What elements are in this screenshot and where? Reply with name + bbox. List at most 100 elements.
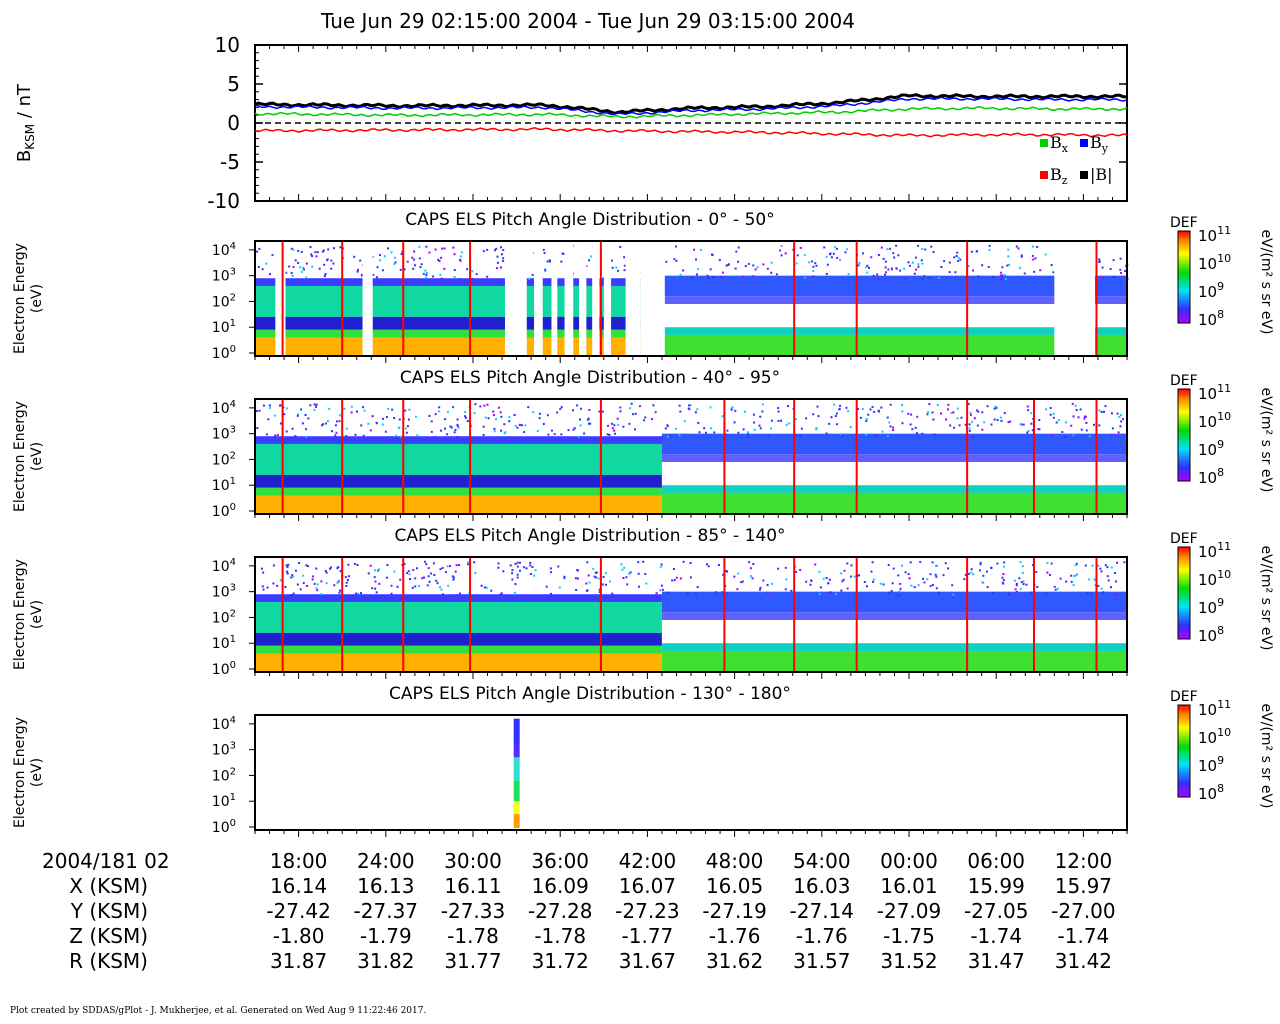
- heatmap-noise: [917, 244, 920, 247]
- heatmap-noise: [626, 583, 629, 586]
- heatmap-noise: [1084, 564, 1087, 567]
- heatmap-noise: [1055, 421, 1058, 424]
- axis-row-value: 15.99: [968, 874, 1025, 898]
- heatmap-noise: [913, 272, 916, 275]
- heatmap-noise: [1109, 586, 1112, 589]
- data-gap: [551, 242, 558, 355]
- heatmap-noise: [390, 584, 393, 587]
- heatmap-noise: [449, 425, 452, 428]
- heatmap-noise: [964, 573, 967, 576]
- heatmap-noise: [269, 273, 272, 276]
- heatmap-noise: [1077, 416, 1080, 419]
- heatmap-noise: [576, 404, 579, 407]
- heatmap-noise: [525, 567, 528, 570]
- heatmap-noise: [450, 426, 453, 429]
- heatmap-noise: [916, 415, 919, 418]
- colorbar-tick-label: 1010: [1198, 726, 1231, 747]
- heatmap-noise: [371, 415, 374, 418]
- heatmap-noise: [709, 268, 712, 271]
- heatmap-noise: [926, 578, 929, 581]
- heatmap-noise: [356, 268, 359, 271]
- heatmap-noise: [623, 566, 626, 569]
- heatmap-noise: [630, 402, 633, 405]
- heatmap-noise: [303, 268, 306, 271]
- heatmap-noise: [544, 268, 547, 271]
- heatmap-noise: [973, 417, 976, 420]
- heatmap-noise: [386, 247, 389, 250]
- heatmap-noise: [756, 266, 759, 269]
- heatmap-noise: [354, 433, 357, 436]
- heatmap-noise: [297, 249, 300, 252]
- heatmap-noise: [335, 431, 338, 434]
- heatmap-noise: [459, 255, 462, 258]
- heatmap-noise: [328, 567, 331, 570]
- heatmap-noise: [285, 430, 288, 433]
- heatmap-noise: [516, 426, 519, 429]
- axis-row-value: 16.07: [619, 874, 676, 898]
- heatmap-noise: [502, 249, 505, 252]
- heatmap-ytick-label: 101: [212, 476, 236, 494]
- colorbar-tick-label: 109: [1198, 596, 1224, 617]
- heatmap-noise: [664, 427, 667, 430]
- heatmap-noise: [812, 275, 815, 278]
- heatmap-noise: [747, 262, 750, 265]
- heatmap-noise: [440, 588, 443, 591]
- b-ytick-label: -5: [220, 150, 240, 174]
- heatmap-noise: [823, 246, 826, 249]
- heatmap-noise: [840, 433, 843, 436]
- heatmap-noise: [811, 260, 814, 263]
- colorbar-tick-label: 109: [1198, 438, 1224, 459]
- heatmap-noise: [849, 425, 852, 428]
- heatmap-noise: [825, 432, 828, 435]
- heatmap-noise: [533, 574, 536, 577]
- heatmap-noise: [877, 254, 880, 257]
- heatmap-noise: [666, 424, 669, 427]
- heatmap-band: [255, 601, 662, 633]
- heatmap-noise: [622, 576, 625, 579]
- heatmap-noise: [1000, 271, 1003, 274]
- heatmap-noise: [977, 410, 980, 413]
- heatmap-noise: [654, 411, 657, 414]
- heatmap-noise: [294, 569, 297, 572]
- heatmap-noise: [492, 413, 495, 416]
- heatmap-noise: [832, 252, 835, 255]
- heatmap-ytick-label: 101: [212, 318, 236, 336]
- heatmap-noise: [393, 256, 396, 259]
- heatmap-noise: [427, 575, 430, 578]
- heatmap-noise: [742, 275, 745, 278]
- heatmap-noise: [315, 587, 318, 590]
- heatmap-noise: [753, 428, 756, 431]
- heatmap-noise: [527, 406, 530, 409]
- heatmap-noise: [438, 410, 441, 413]
- heatmap-noise: [1049, 573, 1052, 576]
- heatmap-column: [513, 718, 520, 745]
- heatmap-noise: [543, 251, 546, 254]
- heatmap-noise: [534, 569, 537, 572]
- heatmap-ylabel: Electron Energy(eV): [12, 717, 45, 828]
- heatmap-ytick-label: 104: [212, 241, 236, 259]
- heatmap-noise: [438, 586, 441, 589]
- heatmap-noise: [725, 264, 728, 267]
- heatmap-noise: [1124, 264, 1127, 267]
- heatmap-band: [255, 316, 662, 330]
- heatmap-noise: [484, 416, 487, 419]
- heatmap-noise: [362, 434, 365, 437]
- heatmap-noise: [740, 581, 743, 584]
- heatmap-noise: [956, 417, 959, 420]
- heatmap-noise: [970, 571, 973, 574]
- heatmap-noise: [889, 425, 892, 428]
- axis-row-value: -1.76: [709, 924, 761, 948]
- heatmap-noise: [1054, 588, 1057, 591]
- heatmap-noise: [378, 582, 381, 585]
- heatmap-noise: [353, 255, 356, 258]
- heatmap-noise: [634, 412, 637, 415]
- heatmap-noise: [726, 429, 729, 432]
- heatmap-noise: [1061, 431, 1064, 434]
- heatmap-noise: [346, 579, 349, 582]
- data-gap: [1054, 242, 1096, 355]
- heatmap-noise: [982, 581, 985, 584]
- heatmap-noise: [833, 403, 836, 406]
- heatmap-noise: [500, 253, 503, 256]
- heatmap-noise: [337, 566, 340, 569]
- heatmap-noise: [319, 593, 322, 596]
